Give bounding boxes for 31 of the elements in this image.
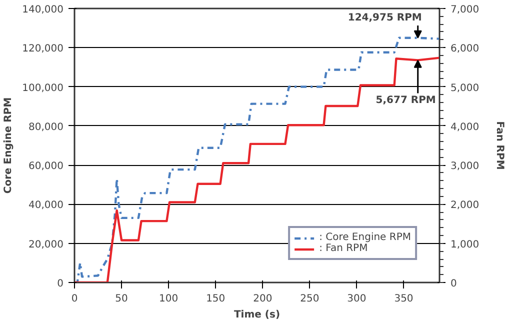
y-tick-label: 60,000 [28,161,64,172]
y2-axis-title: Fan RPM [494,121,506,170]
annotation: 5,677 RPM [376,95,436,106]
x-tick-label: 150 [206,294,226,304]
y2-tick-label: 1,000 [450,239,480,250]
y-tick-label: 20,000 [28,239,64,250]
y2-tick-label: 3,000 [450,161,480,172]
x-tick-label: 200 [253,294,272,304]
y-tick-label: 0 [57,278,64,290]
y-tick-label: 80,000 [28,122,64,133]
legend-label: : Fan RPM [319,243,368,254]
y2-tick-label: 6,000 [450,44,480,55]
x-axis-title: Time (s) [234,310,280,320]
x-tick-label: 100 [159,294,178,304]
annotation: 124,975 RPM [348,12,422,24]
y-tick-label: 40,000 [28,200,64,212]
y-tick-label: 100,000 [22,82,64,94]
x-tick-label: 300 [347,294,366,304]
y-tick-label: 140,000 [22,4,64,16]
legend-label: : Core Engine RPM [319,232,411,243]
y2-tick-label: 4,000 [450,122,480,133]
x-tick-label: 350 [394,294,414,304]
y2-tick-label: 0 [450,278,457,290]
y-axis-title: Core Engine RPM [3,97,14,194]
y2-tick-label: 7,000 [450,4,480,16]
y-tick-label: 120,000 [22,44,64,55]
x-tick-label: 50 [115,294,128,304]
x-tick-label: 0 [71,294,78,304]
x-tick-label: 250 [300,294,320,304]
y2-tick-label: 2,000 [450,200,480,212]
y2-tick-label: 5,000 [450,82,480,94]
